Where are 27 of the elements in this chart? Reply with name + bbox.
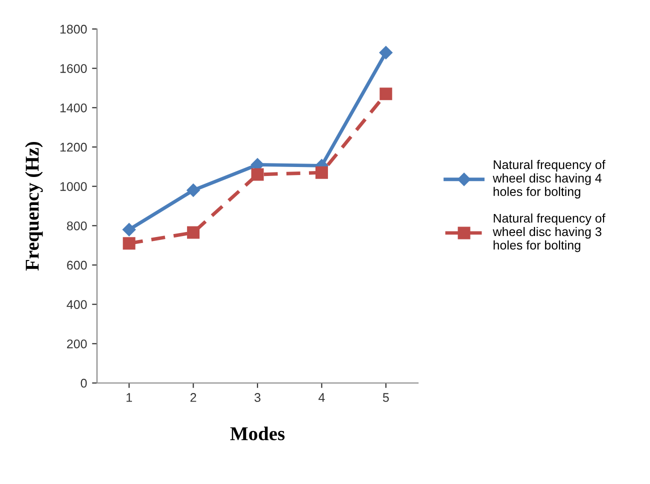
- point: [380, 88, 392, 100]
- x-tick-label: 2: [190, 393, 196, 402]
- legend-label: Natural frequency of wheel disc having 3 holes for bolting: [492, 214, 606, 252]
- y-tick-label: 1800: [60, 24, 87, 34]
- y-tick-label: 1600: [60, 64, 87, 73]
- y-axis-title: Frequency (Hz): [25, 142, 43, 271]
- point: [187, 226, 200, 239]
- point: [379, 46, 392, 60]
- legend-label: Natural frequency of wheel disc having 4 holes for bolting: [492, 160, 606, 198]
- y-tick-label: 800: [66, 221, 87, 230]
- x-tick-label: 4: [318, 393, 325, 402]
- x-tick-label: 1: [126, 393, 132, 402]
- point: [122, 237, 136, 250]
- y-tick-label: 1000: [60, 182, 87, 191]
- x-axis-title: Modes: [230, 426, 285, 440]
- x-tick-label: 5: [382, 393, 389, 402]
- point: [315, 166, 328, 179]
- y-tick-label: 600: [67, 260, 87, 270]
- point: [186, 184, 200, 197]
- y-tick-label: 200: [67, 339, 87, 348]
- y-tick-label: 0: [80, 378, 87, 388]
- point: [122, 223, 136, 236]
- x-tick-label: 3: [254, 393, 260, 402]
- point: [251, 168, 264, 181]
- y-tick-label: 400: [66, 300, 87, 309]
- y-tick-label: 1200: [60, 142, 87, 152]
- y-tick-label: 1400: [60, 103, 87, 112]
